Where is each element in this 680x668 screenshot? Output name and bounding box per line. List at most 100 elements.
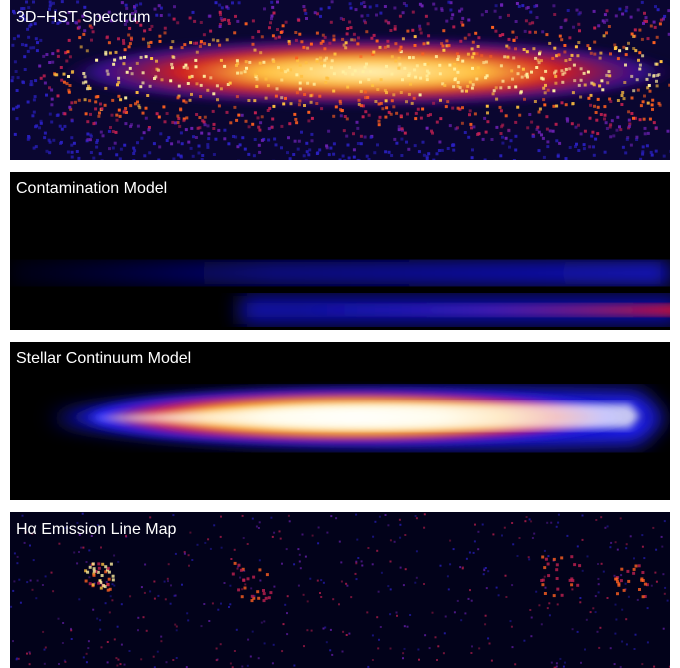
noise-pixel	[26, 652, 28, 655]
noise-pixel	[638, 28, 642, 32]
noise-pixel	[207, 538, 210, 541]
noise-pixel	[294, 31, 298, 34]
noise-pixel	[540, 133, 543, 137]
noise-pixel	[252, 575, 256, 579]
noise-pixel	[159, 14, 163, 17]
noise-pixel	[241, 567, 245, 571]
noise-pixel	[124, 122, 128, 126]
noise-pixel	[133, 149, 137, 153]
noise-pixel	[94, 121, 97, 125]
noise-pixel	[113, 638, 116, 641]
noise-pixel	[64, 526, 67, 529]
noise-pixel	[83, 29, 87, 33]
noise-pixel	[386, 44, 390, 48]
noise-pixel	[371, 563, 374, 566]
noise-pixel	[385, 106, 389, 110]
noise-pixel	[530, 520, 533, 523]
noise-pixel	[251, 42, 255, 46]
noise-pixel	[154, 75, 158, 79]
noise-pixel	[296, 147, 300, 151]
noise-pixel	[77, 156, 81, 160]
noise-pixel	[129, 36, 133, 40]
noise-pixel	[609, 100, 613, 103]
noise-pixel	[22, 17, 26, 21]
noise-pixel	[208, 620, 211, 622]
noise-pixel	[594, 595, 597, 598]
noise-pixel	[528, 22, 532, 26]
noise-pixel	[90, 38, 93, 42]
noise-pixel	[165, 112, 169, 115]
noise-pixel	[624, 582, 627, 585]
noise-pixel	[613, 43, 617, 47]
noise-pixel	[276, 28, 279, 31]
noise-pixel	[241, 588, 244, 591]
noise-pixel	[600, 516, 603, 519]
noise-pixel	[95, 138, 99, 142]
noise-pixel	[378, 115, 382, 119]
noise-pixel	[206, 124, 210, 128]
noise-pixel	[310, 629, 313, 632]
noise-pixel	[141, 111, 145, 115]
noise-pixel	[554, 81, 558, 85]
noise-pixel	[564, 103, 568, 107]
noise-pixel	[633, 648, 636, 650]
noise-pixel	[617, 582, 621, 586]
noise-pixel	[306, 600, 309, 603]
noise-pixel	[401, 11, 405, 15]
noise-pixel	[43, 136, 47, 140]
noise-pixel	[452, 85, 456, 89]
noise-pixel	[198, 126, 202, 130]
noise-pixel	[13, 580, 16, 583]
noise-pixel	[423, 513, 426, 516]
noise-pixel	[199, 95, 203, 98]
noise-pixel	[160, 635, 163, 638]
noise-pixel	[163, 31, 167, 35]
noise-pixel	[387, 150, 391, 154]
noise-pixel	[34, 125, 37, 129]
noise-pixel	[564, 67, 568, 71]
noise-pixel	[437, 645, 440, 648]
noise-pixel	[520, 75, 524, 79]
noise-pixel	[389, 613, 392, 616]
noise-pixel	[386, 39, 390, 43]
noise-pixel	[342, 129, 346, 133]
noise-pixel	[616, 99, 620, 102]
noise-pixel	[110, 19, 114, 23]
noise-pixel	[648, 117, 652, 121]
noise-pixel	[280, 96, 284, 100]
noise-pixel	[555, 563, 559, 567]
noise-pixel	[423, 583, 425, 585]
noise-pixel	[184, 128, 188, 132]
noise-pixel	[447, 588, 450, 591]
noise-pixel	[301, 533, 304, 536]
noise-pixel	[218, 3, 222, 7]
noise-pixel	[413, 44, 417, 47]
noise-pixel	[50, 88, 54, 92]
noise-pixel	[107, 41, 111, 45]
noise-pixel	[199, 21, 203, 24]
noise-pixel	[494, 86, 498, 90]
noise-pixel	[190, 126, 194, 130]
noise-pixel	[16, 34, 20, 38]
noise-pixel	[268, 26, 271, 30]
noise-pixel	[484, 10, 488, 13]
noise-pixel	[440, 42, 444, 46]
noise-pixel	[272, 104, 276, 108]
noise-pixel	[338, 603, 340, 606]
noise-pixel	[639, 104, 643, 108]
noise-pixel	[552, 557, 556, 561]
noise-pixel	[519, 90, 523, 94]
noise-pixel	[32, 146, 36, 150]
noise-pixel	[26, 581, 29, 584]
noise-pixel	[578, 29, 581, 33]
noise-pixel	[546, 521, 549, 524]
noise-pixel	[218, 23, 222, 26]
noise-pixel	[357, 557, 360, 559]
noise-pixel	[66, 150, 70, 154]
noise-pixel	[398, 48, 402, 52]
noise-pixel	[372, 33, 376, 37]
noise-pixel	[616, 548, 619, 551]
noise-pixel	[122, 41, 126, 45]
noise-pixel	[475, 77, 479, 81]
